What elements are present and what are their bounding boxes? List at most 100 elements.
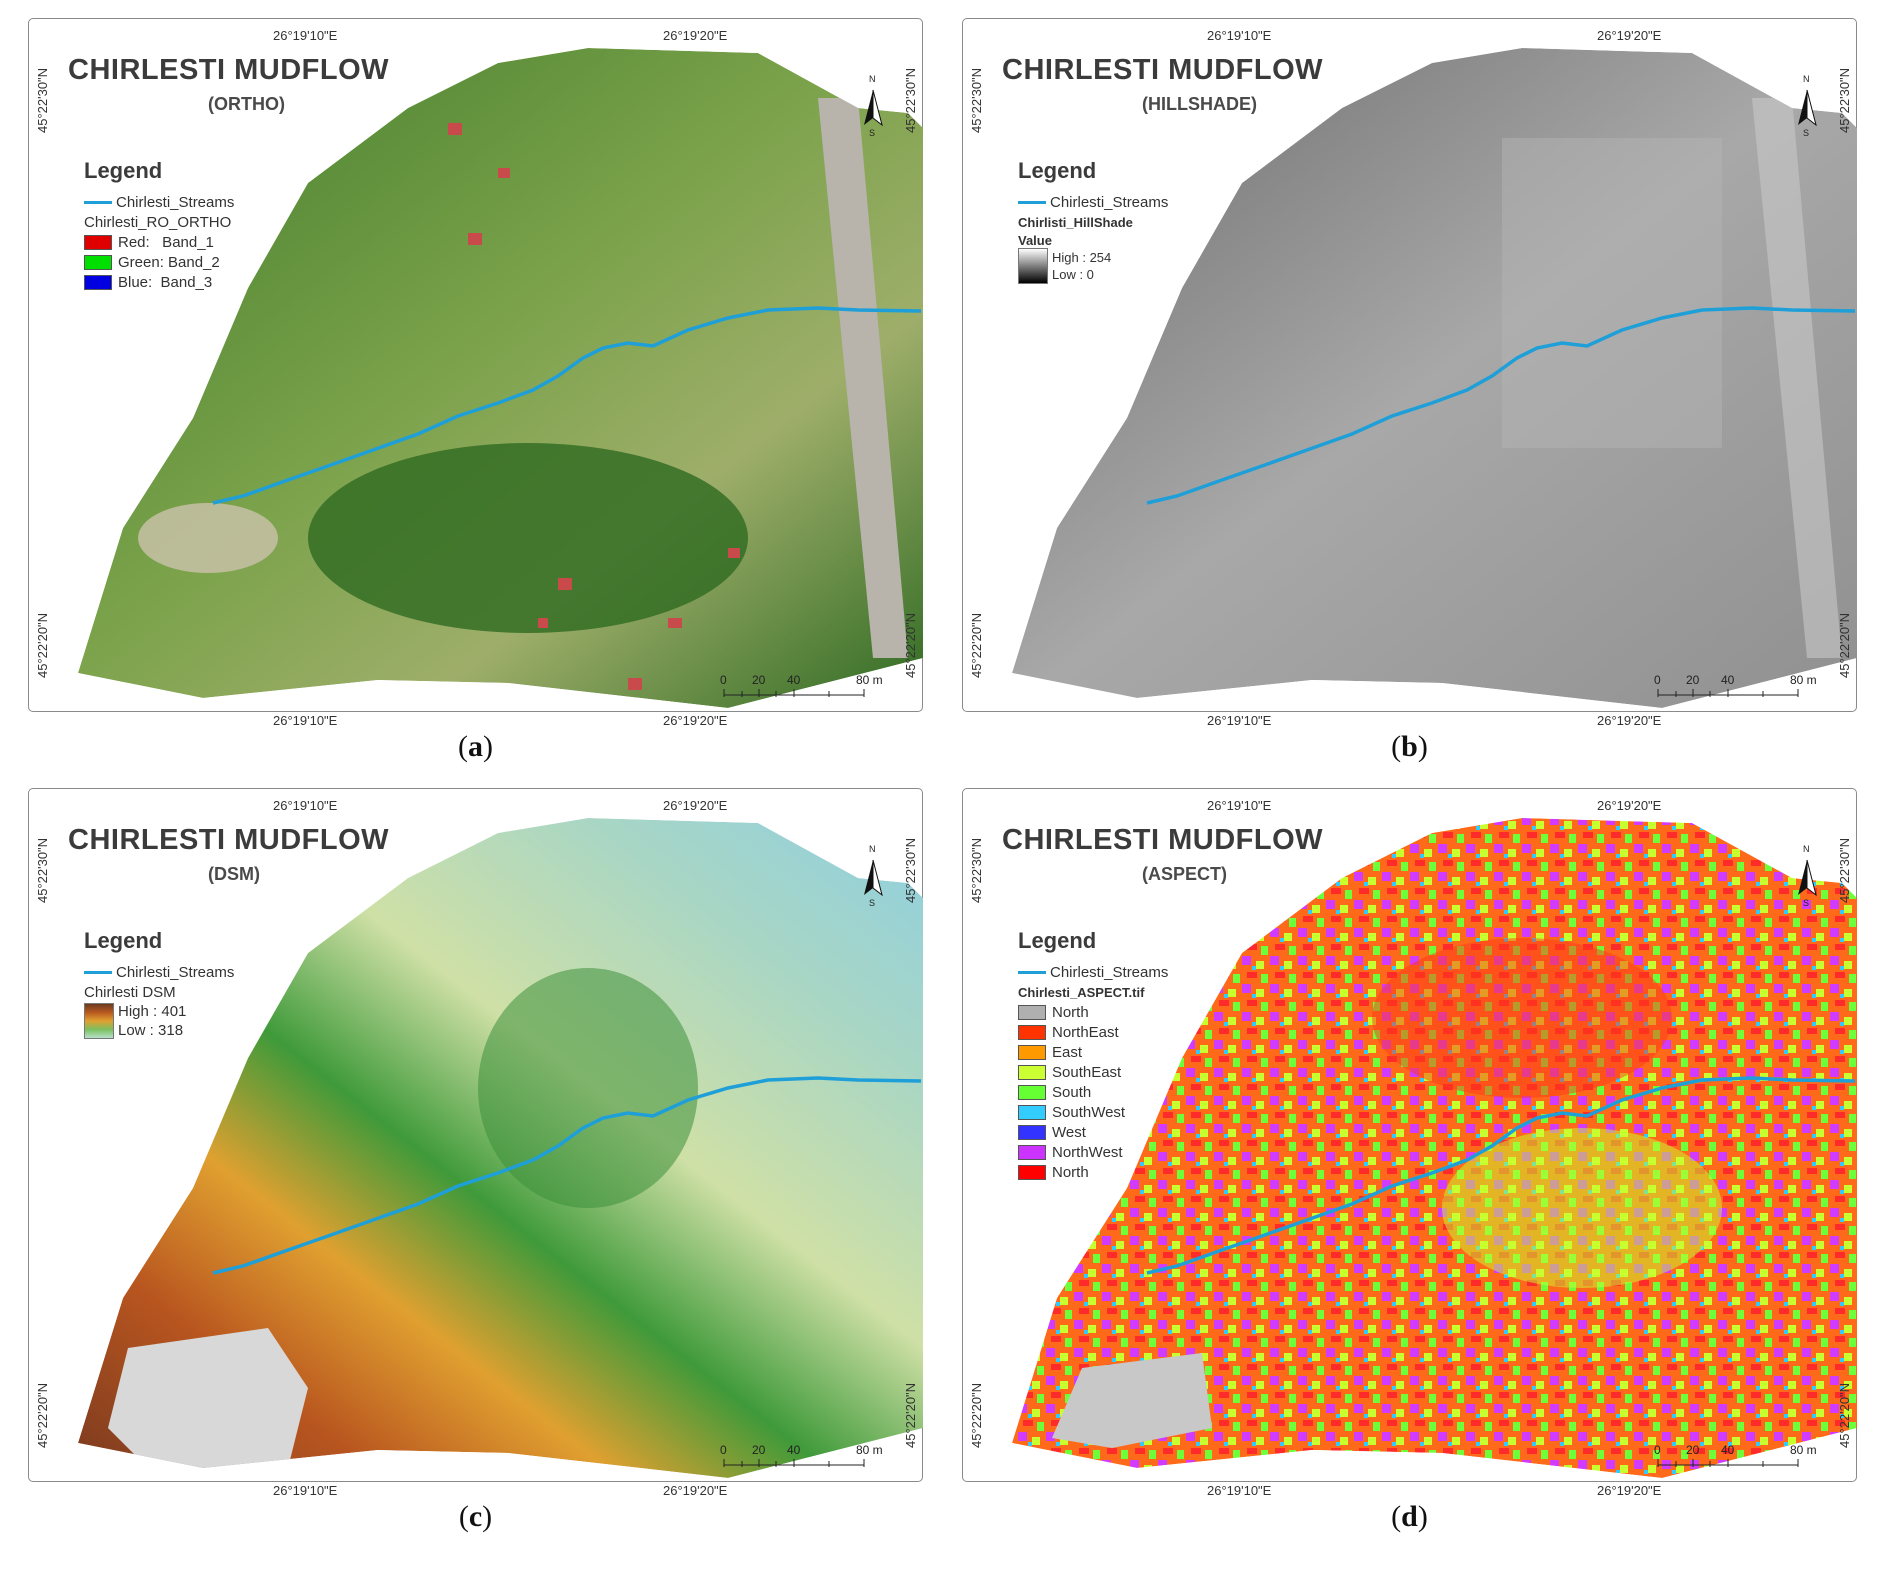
legend-item-label: North [1052, 1003, 1089, 1021]
mudflow-channel [138, 503, 278, 573]
high-label: High : 254 [1052, 250, 1112, 265]
legend-title: Legend [1018, 928, 1097, 953]
coord-bottom-right: 26°19'20"E [663, 713, 728, 728]
layer-name: Chirlesti_ASPECT.tif [1018, 984, 1145, 1000]
coord-bottom-left: 26°19'10"E [273, 713, 338, 728]
scale-tick-80: 80 m [1790, 673, 1817, 687]
stream-line-swatch [84, 200, 112, 204]
map-subtitle: (DSM) [208, 864, 260, 884]
coord-bottom-left: 26°19'10"E [1207, 1483, 1272, 1498]
legend-swatch [84, 274, 112, 290]
north-arrow-icon: N S [1794, 844, 1820, 920]
coord-right-bottom: 45°22'20"N [903, 612, 918, 678]
road [818, 98, 908, 658]
value-label: Value [1018, 232, 1052, 248]
south-letter: S [1803, 128, 1810, 138]
layer-name: Chirlisti_HillShade [1018, 214, 1133, 230]
map-panel-d: CHIRLESTI MUDFLOW (ASPECT) Legend Chirle… [962, 788, 1857, 1533]
stream-line [212, 1076, 922, 1275]
legend-item-label: South [1052, 1083, 1092, 1101]
hillshade-road [1752, 98, 1842, 658]
scale-tick-40: 40 [787, 1443, 801, 1457]
north-arrow-icon: N S [860, 74, 886, 150]
coord-top-right: 26°19'20"E [1597, 28, 1662, 43]
low-label: Low : 0 [1052, 267, 1094, 282]
map-title: CHIRLESTI MUDFLOW [68, 54, 390, 86]
forest-area [308, 443, 748, 633]
legend-item: SouthEast [1018, 1062, 1168, 1082]
scale-tick-0: 0 [720, 1443, 727, 1457]
panel-caption: (a) [458, 730, 493, 763]
legend-title: Legend [1018, 158, 1097, 183]
coord-left-bottom: 45°22'20"N [35, 612, 50, 678]
legend-layer-row: Chirlesti_RO_ORTHO [84, 212, 234, 232]
stream-line-swatch [1018, 200, 1046, 204]
caption-letter: d [1401, 1500, 1418, 1533]
scale-tick-80: 80 m [856, 1443, 883, 1457]
coord-left-top: 45°22'30"N [35, 67, 50, 133]
north-letter: N [869, 74, 876, 84]
panel-caption: (b) [1391, 730, 1428, 763]
scale-tick-40: 40 [1721, 1443, 1735, 1457]
coord-right-bottom: 45°22'20"N [903, 1382, 918, 1448]
scale-tick-0: 0 [1654, 1443, 1661, 1457]
legend-item: North [1018, 1002, 1168, 1022]
map-subtitle: (HILLSHADE) [1142, 94, 1257, 114]
layer-name: Chirlesti_RO_ORTHO [84, 213, 232, 231]
legend-stream-row: Chirlesti_Streams [84, 962, 234, 982]
legend-item-label: North [1052, 1163, 1089, 1181]
map-title: CHIRLESTI MUDFLOW [68, 824, 390, 856]
legend-swatch [84, 234, 112, 250]
scale-tick-40: 40 [1721, 673, 1735, 687]
scale-bar: 0 20 40 80 m [718, 1443, 898, 1473]
stream-line-swatch [1018, 970, 1046, 974]
legend: Legend Chirlesti_Streams Chirlisti_HillS… [1018, 158, 1168, 284]
legend-swatch [84, 254, 112, 270]
north-letter: N [1803, 74, 1810, 84]
dsm-nodata-area [108, 1328, 308, 1468]
coord-top-right: 26°19'20"E [663, 28, 728, 43]
coord-left-bottom: 45°22'20"N [969, 612, 984, 678]
map-canvas [78, 48, 923, 708]
legend-item: NorthEast [1018, 1022, 1168, 1042]
legend-swatch [1018, 1144, 1046, 1160]
north-arrow-icon: N S [860, 844, 886, 920]
south-letter: S [1803, 898, 1810, 908]
dsm-ramp-row: High : 401 Low : 318 [84, 1002, 234, 1040]
stream-line [1146, 1076, 1856, 1275]
layer-name: Chirlesti DSM [84, 983, 176, 1001]
legend-item: Green: Band_2 [84, 252, 234, 272]
coord-right-bottom: 45°22'20"N [1837, 1382, 1852, 1448]
legend-item: North [1018, 1162, 1168, 1182]
legend-layer-row: Chirlesti DSM [84, 982, 234, 1002]
legend-swatch [1018, 1044, 1046, 1060]
coord-bottom-left: 26°19'10"E [1207, 713, 1272, 728]
legend-item-label: Red: Band_1 [118, 233, 214, 251]
coord-right-top: 45°22'30"N [1837, 67, 1852, 133]
stream-label: Chirlesti_Streams [1050, 963, 1169, 981]
map-raster [1012, 48, 1857, 708]
legend-item: NorthWest [1018, 1142, 1168, 1162]
coord-top-left: 26°19'10"E [1207, 28, 1272, 43]
legend-item: West [1018, 1122, 1168, 1142]
legend-item-label: East [1052, 1043, 1083, 1061]
dsm-ramp [84, 1003, 114, 1039]
hillshade-ramp-row: High : 254 Low : 0 [1018, 248, 1168, 284]
legend: Legend Chirlesti_Streams Chirlesti_ASPEC… [1018, 928, 1168, 1182]
hillshade-field [1502, 138, 1722, 448]
scale-tick-20: 20 [752, 673, 766, 687]
legend-item: East [1018, 1042, 1168, 1062]
map-canvas [1012, 818, 1857, 1478]
caption-letter: a [468, 730, 483, 763]
legend-swatch [1018, 1084, 1046, 1100]
caption-letter: b [1401, 730, 1418, 763]
scale-tick-0: 0 [1654, 673, 1661, 687]
scale-tick-0: 0 [720, 673, 727, 687]
legend-item-label: West [1052, 1123, 1086, 1141]
stream-label: Chirlesti_Streams [116, 963, 235, 981]
scale-bar: 0 20 40 80 m [718, 673, 898, 703]
coord-bottom-right: 26°19'20"E [1597, 713, 1662, 728]
map-subtitle: (ORTHO) [208, 94, 285, 114]
coord-top-left: 26°19'10"E [1207, 798, 1272, 813]
coord-bottom-right: 26°19'20"E [1597, 1483, 1662, 1498]
